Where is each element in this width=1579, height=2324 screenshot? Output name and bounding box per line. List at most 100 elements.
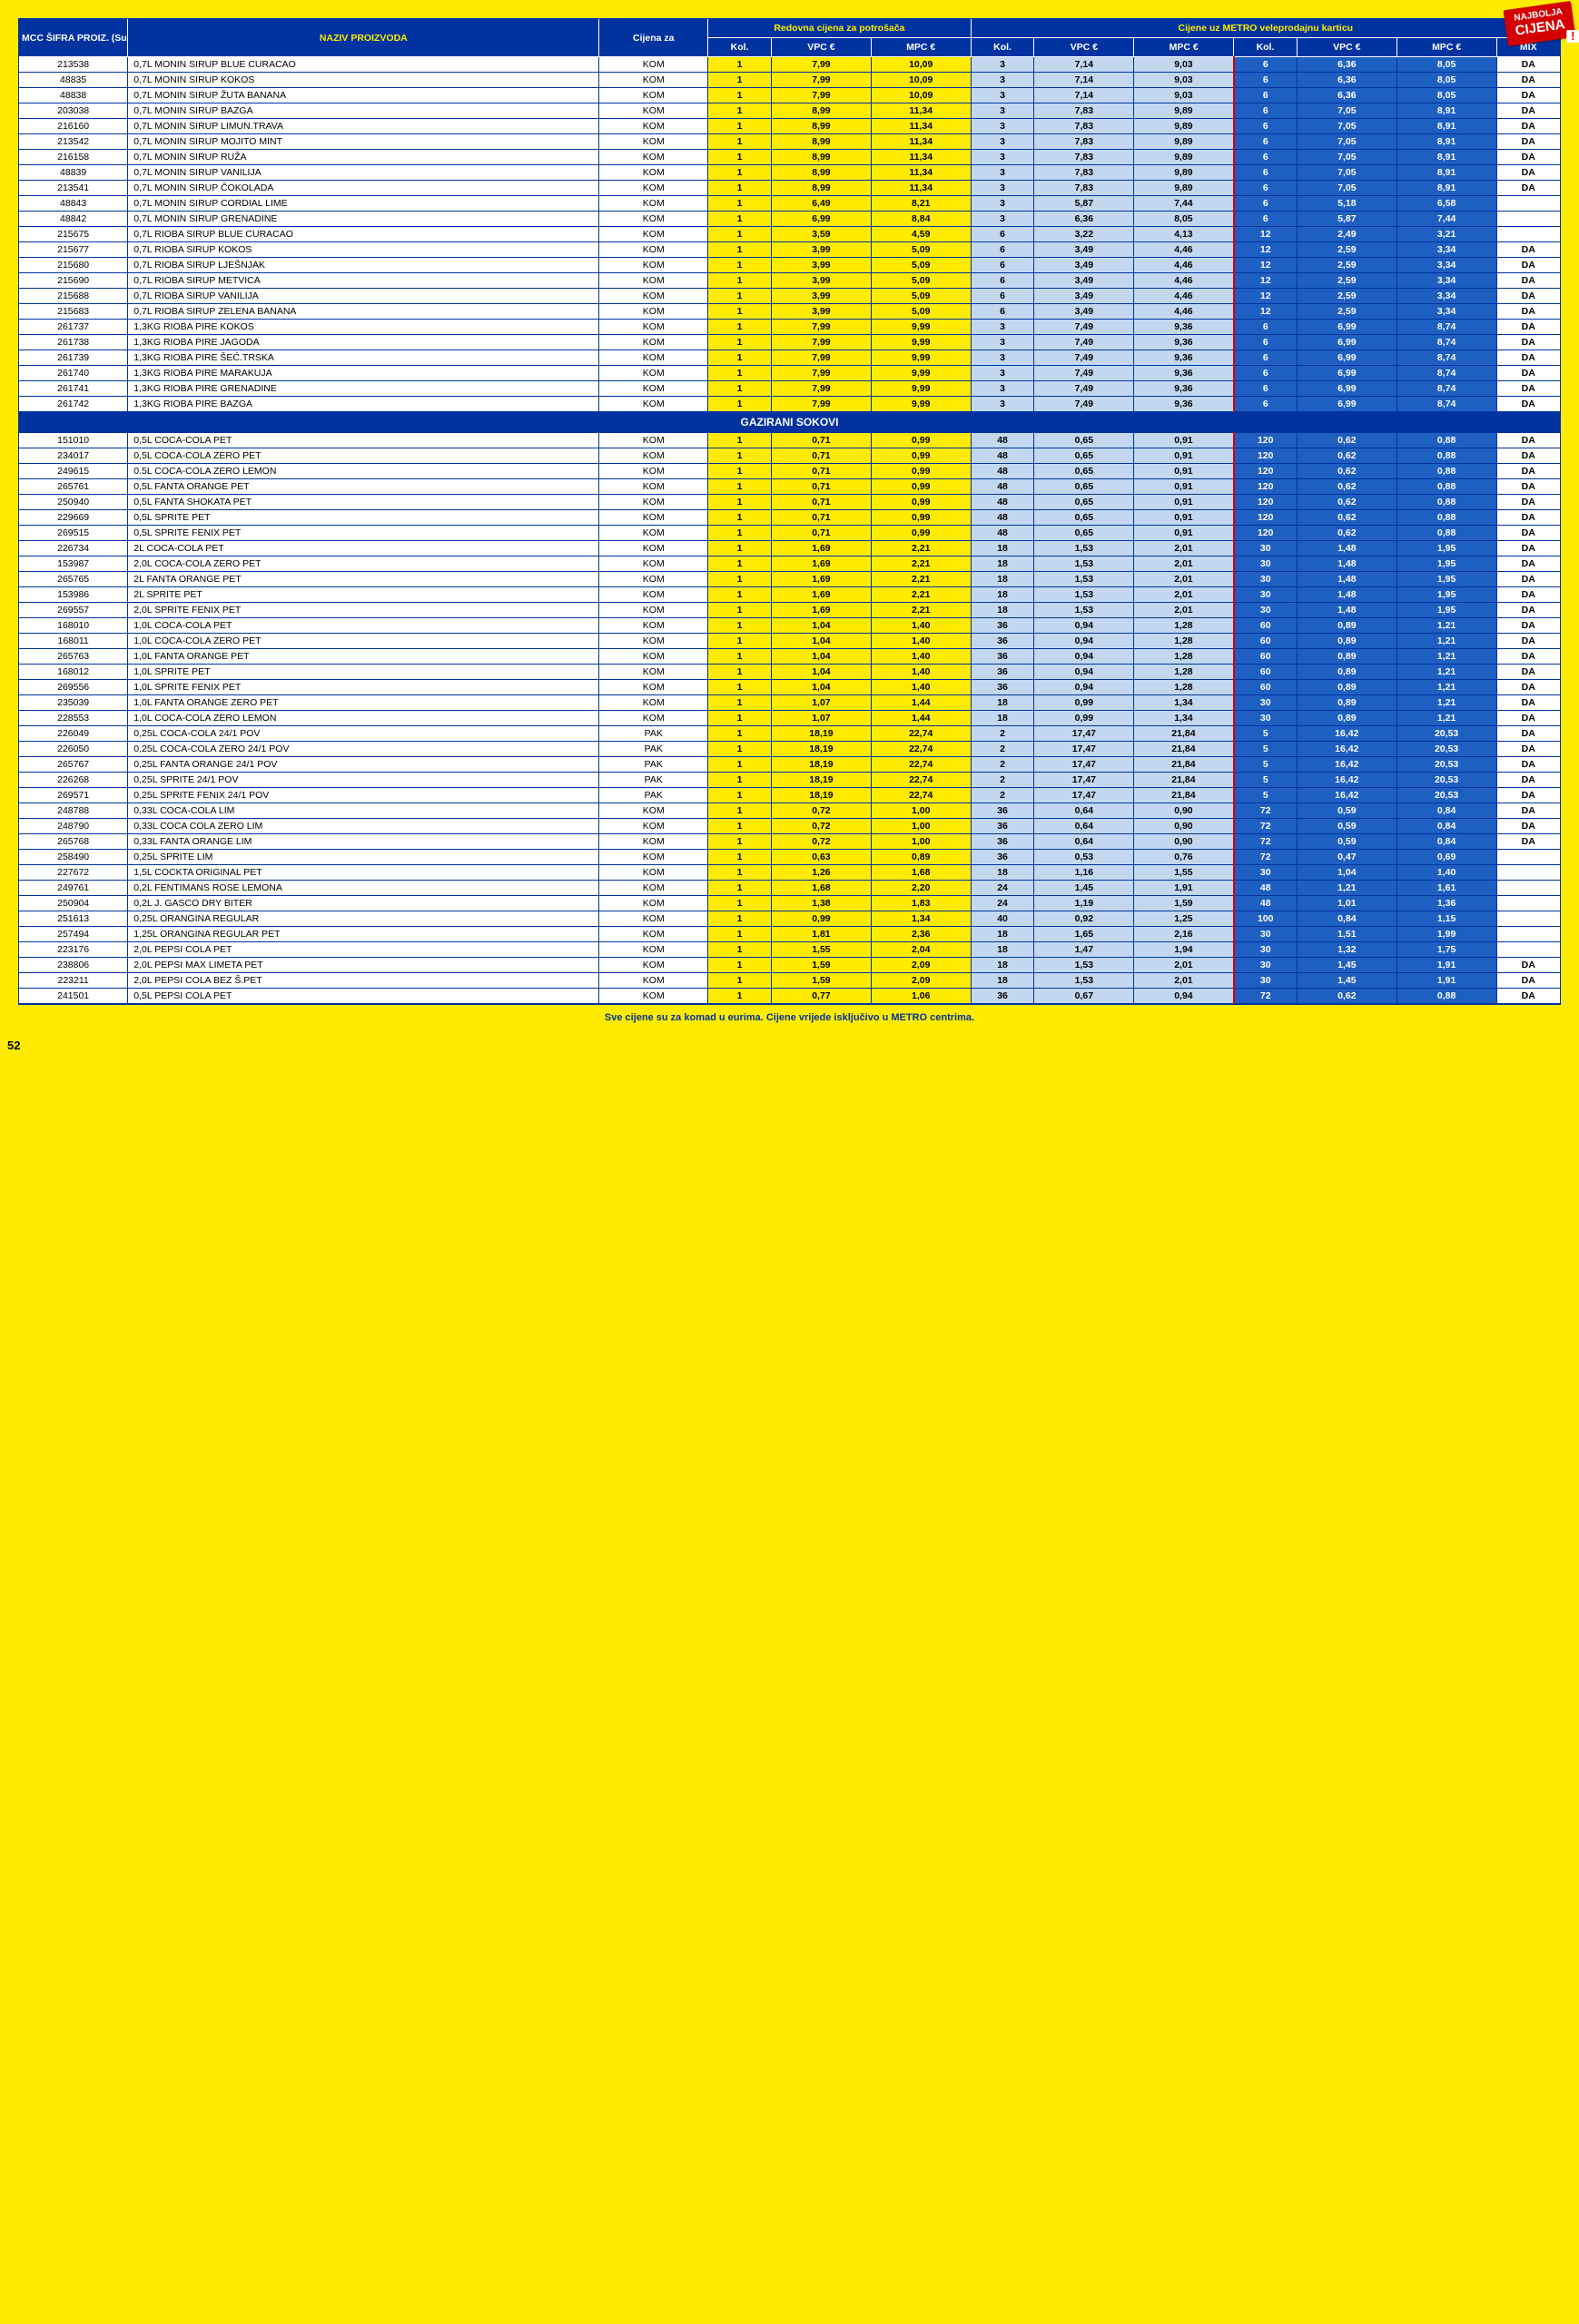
cell-mix: DA (1496, 335, 1560, 350)
cell-code: 226268 (19, 773, 128, 788)
cell-mpc1: 0,89 (871, 850, 971, 865)
cell-mpc1: 2,21 (871, 572, 971, 587)
cell-unit: KOM (599, 289, 708, 304)
cell-mpc1: 2,21 (871, 556, 971, 572)
cell-mpc3: 1,95 (1396, 603, 1496, 618)
cell-mpc1: 4,59 (871, 227, 971, 242)
cell-vpc3: 0,62 (1297, 433, 1396, 448)
cell-mpc1: 22,74 (871, 788, 971, 803)
cell-name: 0,7L RIOBA SIRUP ZELENA BANANA (128, 304, 599, 320)
cell-mpc1: 11,34 (871, 103, 971, 119)
cell-kol3: 6 (1234, 366, 1298, 381)
cell-mix: DA (1496, 381, 1560, 397)
cell-vpc2: 3,49 (1034, 289, 1134, 304)
cell-kol1: 1 (708, 726, 772, 742)
cell-mix: DA (1496, 680, 1560, 695)
cell-code: 261742 (19, 397, 128, 412)
cell-mix: DA (1496, 181, 1560, 196)
cell-mpc2: 9,03 (1134, 73, 1234, 88)
cell-mix: DA (1496, 726, 1560, 742)
cell-mpc3: 1,95 (1396, 587, 1496, 603)
cell-kol2: 48 (971, 510, 1034, 526)
cell-kol1: 1 (708, 665, 772, 680)
cell-kol3: 5 (1234, 773, 1298, 788)
cell-code: 151010 (19, 433, 128, 448)
cell-mpc3: 20,53 (1396, 726, 1496, 742)
section-row: GAZIRANI SOKOVI (19, 412, 1560, 433)
cell-name: 1,3KG RIOBA PIRE KOKOS (128, 320, 599, 335)
table-row: 227672 1,5L COCKTA ORIGINAL PET KOM 1 1,… (19, 865, 1560, 881)
cell-kol1: 1 (708, 819, 772, 834)
cell-code: 269556 (19, 680, 128, 695)
table-row: 250940 0,5L FANTA SHOKATA PET KOM 1 0,71… (19, 495, 1560, 510)
cell-vpc2: 1,16 (1034, 865, 1134, 881)
cell-vpc2: 7,83 (1034, 181, 1134, 196)
cell-kol3: 120 (1234, 479, 1298, 495)
cell-vpc3: 6,99 (1297, 366, 1396, 381)
cell-mpc1: 1,68 (871, 865, 971, 881)
cell-mix: DA (1496, 273, 1560, 289)
cell-kol2: 18 (971, 587, 1034, 603)
cell-name: 0,7L MONIN SIRUP LIMUN.TRAVA (128, 119, 599, 134)
cell-kol2: 3 (971, 150, 1034, 165)
cell-kol3: 72 (1234, 989, 1298, 1004)
cell-name: 0,5L COCA-COLA PET (128, 433, 599, 448)
cell-name: 0,5L SPRITE FENIX PET (128, 526, 599, 541)
cell-mpc1: 1,00 (871, 803, 971, 819)
cell-mix: DA (1496, 73, 1560, 88)
cell-vpc1: 1,69 (772, 587, 872, 603)
cell-mix: DA (1496, 834, 1560, 850)
cell-name: 2,0L SPRITE FENIX PET (128, 603, 599, 618)
cell-vpc3: 1,21 (1297, 881, 1396, 896)
cell-mpc2: 9,03 (1134, 88, 1234, 103)
cell-vpc2: 0,94 (1034, 649, 1134, 665)
cell-vpc1: 0,71 (772, 510, 872, 526)
cell-vpc3: 2,49 (1297, 227, 1396, 242)
cell-kol3: 30 (1234, 711, 1298, 726)
cell-kol2: 36 (971, 819, 1034, 834)
cell-vpc1: 1,69 (772, 556, 872, 572)
cell-mpc1: 1,44 (871, 695, 971, 711)
cell-mpc3: 0,88 (1396, 448, 1496, 464)
cell-vpc1: 1,04 (772, 649, 872, 665)
cell-vpc3: 6,99 (1297, 397, 1396, 412)
table-row: 265768 0,33L FANTA ORANGE LIM KOM 1 0,72… (19, 834, 1560, 850)
cell-vpc3: 6,36 (1297, 88, 1396, 103)
table-row: 168010 1,0L COCA-COLA PET KOM 1 1,04 1,4… (19, 618, 1560, 634)
cell-name: 0,25L COCA-COLA ZERO 24/1 POV (128, 742, 599, 757)
th-code: MCC ŠIFRA PROIZ. (Subsys) (19, 19, 128, 57)
cell-mpc1: 11,34 (871, 134, 971, 150)
cell-kol3: 30 (1234, 541, 1298, 556)
cell-kol2: 18 (971, 541, 1034, 556)
cell-unit: KOM (599, 510, 708, 526)
cell-vpc2: 3,49 (1034, 258, 1134, 273)
cell-vpc3: 7,05 (1297, 150, 1396, 165)
cell-vpc1: 8,99 (772, 119, 872, 134)
cell-kol3: 12 (1234, 273, 1298, 289)
cell-mpc2: 0,90 (1134, 803, 1234, 819)
table-row: 48842 0,7L MONIN SIRUP GRENADINE KOM 1 6… (19, 212, 1560, 227)
cell-vpc3: 0,89 (1297, 665, 1396, 680)
th-kol3: Kol. (1234, 38, 1298, 57)
cell-mpc1: 5,09 (871, 242, 971, 258)
cell-mpc2: 9,89 (1134, 150, 1234, 165)
cell-mpc2: 7,44 (1134, 196, 1234, 212)
cell-code: 257494 (19, 927, 128, 942)
cell-mpc1: 9,99 (871, 366, 971, 381)
cell-kol3: 60 (1234, 680, 1298, 695)
cell-vpc2: 7,83 (1034, 119, 1134, 134)
cell-mpc2: 2,01 (1134, 541, 1234, 556)
cell-mpc3: 0,69 (1396, 850, 1496, 865)
cell-code: 269571 (19, 788, 128, 803)
table-row: 48843 0,7L MONIN SIRUP CORDIAL LIME KOM … (19, 196, 1560, 212)
cell-vpc2: 0,65 (1034, 433, 1134, 448)
cell-mpc3: 1,91 (1396, 973, 1496, 989)
cell-vpc3: 2,59 (1297, 304, 1396, 320)
cell-name: 0,7L RIOBA SIRUP KOKOS (128, 242, 599, 258)
cell-kol1: 1 (708, 289, 772, 304)
cell-mix (1496, 850, 1560, 865)
cell-kol3: 12 (1234, 289, 1298, 304)
cell-unit: KOM (599, 711, 708, 726)
cell-kol2: 3 (971, 181, 1034, 196)
cell-mpc3: 3,34 (1396, 258, 1496, 273)
